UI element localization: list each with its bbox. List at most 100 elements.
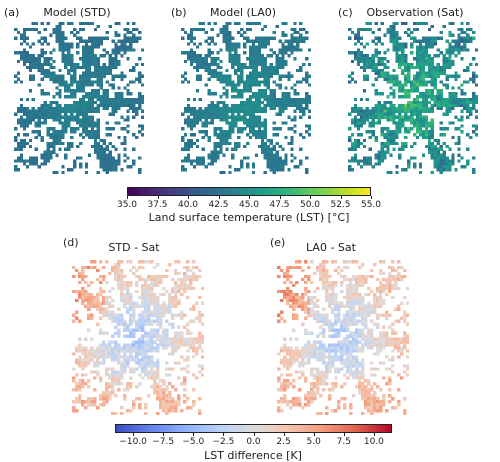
map-cell (162, 274, 166, 279)
map-cell (275, 156, 279, 160)
map-cell (413, 36, 417, 40)
map-cell (114, 394, 118, 398)
map-cell (442, 71, 446, 75)
map-cell (281, 92, 285, 96)
map-cell (120, 382, 124, 386)
map-cell (186, 370, 190, 374)
map-cell (359, 109, 364, 113)
map-cell (186, 153, 191, 157)
map-cell (114, 271, 118, 276)
map-cell (364, 313, 368, 317)
map-cell (340, 289, 344, 294)
map-cell (138, 124, 142, 128)
map-cell (337, 370, 341, 374)
map-cell (240, 77, 244, 81)
map-cell (189, 48, 194, 52)
map-cell (61, 48, 65, 52)
map-cell (260, 147, 265, 151)
map-cell (84, 109, 89, 113)
map-cell (263, 77, 267, 81)
map-cell (404, 45, 408, 49)
map-cell (90, 62, 95, 67)
map-cell (75, 388, 79, 392)
map-cell (183, 343, 187, 347)
map-cell (289, 304, 293, 308)
map-cell (64, 45, 68, 49)
map-cell (356, 48, 361, 52)
map-cell (397, 274, 401, 279)
map-cell (295, 280, 299, 285)
map-cell (454, 168, 458, 172)
map-cell (254, 136, 259, 140)
map-cell (374, 51, 378, 55)
map-cell (165, 394, 169, 398)
map-cell (144, 412, 148, 415)
map-cell (395, 106, 399, 110)
map-cell (99, 260, 103, 264)
map-cell (275, 141, 279, 146)
map-cell (129, 100, 133, 105)
map-cell (298, 265, 302, 270)
map-cell (365, 130, 369, 134)
map-cell (370, 289, 374, 294)
map-cell (123, 136, 127, 140)
map-cell (280, 268, 284, 273)
map-cell (365, 57, 369, 61)
map-cell (322, 334, 326, 338)
map-cell (383, 62, 387, 67)
map-cell (299, 65, 303, 70)
map-cell (123, 295, 127, 300)
map-cell (260, 60, 265, 64)
map-cell (415, 48, 420, 52)
map-cell (195, 109, 200, 113)
map-cell (22, 33, 27, 37)
map-cell (361, 319, 365, 323)
map-cell (266, 153, 270, 157)
map-cell (418, 124, 423, 128)
map-cell (371, 109, 375, 113)
map-cell (123, 361, 127, 365)
map-cell (79, 83, 83, 87)
map-cell (102, 391, 106, 395)
map-cell (141, 95, 144, 99)
map-cell (201, 334, 204, 338)
map-cell (413, 165, 417, 169)
map-cell (225, 115, 229, 119)
map-cell (144, 286, 148, 291)
map-cell (307, 301, 311, 306)
map-cell (180, 334, 184, 338)
map-cell (454, 45, 458, 49)
map-cell (376, 349, 380, 353)
map-cell (87, 92, 92, 96)
map-cell (114, 57, 118, 61)
map-cell (263, 127, 267, 131)
map-cell (102, 400, 106, 404)
map-cell (280, 316, 284, 320)
map-cell (120, 271, 124, 276)
map-cell (129, 358, 133, 362)
map-cell (198, 159, 202, 163)
map-cell (263, 57, 267, 61)
map-cell (198, 397, 202, 401)
map-cell (132, 313, 136, 317)
map-cell (293, 100, 297, 105)
map-cell (415, 54, 420, 58)
map-cell (114, 358, 118, 362)
map-cell (129, 165, 133, 169)
map-cell (90, 118, 95, 122)
map-cell (424, 54, 429, 58)
map-cell (105, 103, 109, 108)
map-cell (380, 106, 384, 110)
map-cell (22, 27, 27, 32)
map-cell (129, 42, 133, 46)
map-cell (374, 109, 378, 113)
map-cell (162, 301, 166, 306)
map-cell (415, 62, 420, 67)
map-cell (144, 364, 148, 368)
map-cell (382, 334, 386, 338)
map-cell (301, 349, 305, 353)
map-cell (165, 307, 169, 311)
map-cell (162, 394, 166, 398)
map-cell (257, 60, 262, 64)
map-cell (427, 60, 432, 64)
